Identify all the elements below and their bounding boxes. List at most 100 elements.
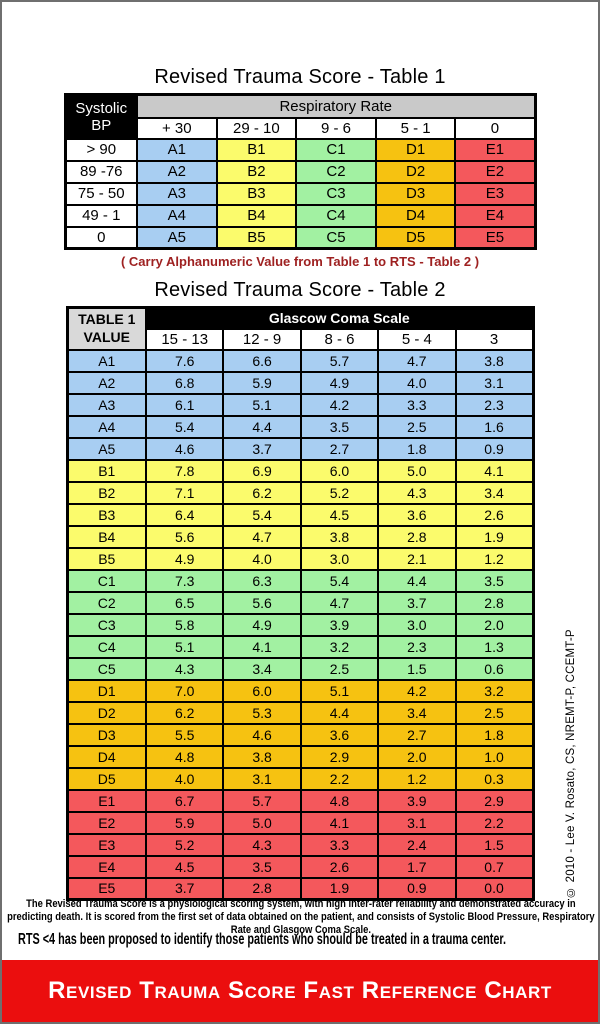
table2-cell: 3.3 bbox=[377, 392, 457, 417]
table2-row-label: E3 bbox=[66, 832, 147, 857]
table2-row: A4 5.4 4.4 3.5 2.5 1.6 bbox=[66, 414, 535, 439]
table2-cell: 4.3 bbox=[377, 480, 457, 505]
table2-row: D1 7.0 6.0 5.1 4.2 3.2 bbox=[66, 678, 535, 703]
table2-cell: 2.2 bbox=[454, 810, 535, 835]
table2-col-header: 8 - 6 bbox=[299, 327, 380, 351]
table2-cell: 2.7 bbox=[299, 436, 380, 461]
table2-row-header-title: TABLE 1 VALUE bbox=[66, 306, 147, 351]
table2-cell: 6.2 bbox=[222, 480, 302, 505]
table2-row-label: C1 bbox=[66, 568, 147, 593]
table2-cell: 5.9 bbox=[222, 370, 302, 395]
table2-cell: 5.8 bbox=[144, 612, 225, 637]
table2-row-label: C4 bbox=[66, 634, 147, 659]
table2-cell: 5.1 bbox=[222, 392, 302, 417]
table2-row-label: B2 bbox=[66, 480, 147, 505]
table2-cell: 4.5 bbox=[299, 502, 380, 527]
table2-row: D4 4.8 3.8 2.9 2.0 1.0 bbox=[66, 744, 535, 769]
table2-cell: 1.9 bbox=[299, 876, 380, 901]
table2-cell: 3.2 bbox=[299, 634, 380, 659]
table1-cell: C3 bbox=[295, 181, 377, 206]
table2-row-label: A4 bbox=[66, 414, 147, 439]
table1-header-row-1: Systolic BP Respiratory Rate bbox=[64, 93, 536, 140]
table2-row: E2 5.9 5.0 4.1 3.1 2.2 bbox=[66, 810, 535, 835]
table2-cell: 4.6 bbox=[144, 436, 225, 461]
copyright-text: © 2010 - Lee V. Rosato, CS, NREMT-P, CCE… bbox=[565, 629, 577, 898]
table2-cell: 1.2 bbox=[454, 546, 535, 571]
table1-col-header: + 30 bbox=[136, 116, 218, 140]
table2-cell: 2.4 bbox=[377, 832, 457, 857]
table1-header-row-2: + 30 29 - 10 9 - 6 5 - 1 0 bbox=[65, 116, 536, 140]
table2-row-label: A5 bbox=[66, 436, 147, 461]
banner: Revised Trauma Score Fast Reference Char… bbox=[2, 960, 598, 1022]
table2-cell: 4.0 bbox=[144, 766, 225, 791]
table2-row-label: B5 bbox=[66, 546, 147, 571]
table2-cell: 5.4 bbox=[299, 568, 380, 593]
table2-row-label: D4 bbox=[66, 744, 147, 769]
table2-cell: 3.5 bbox=[454, 568, 535, 593]
table1-cell: A2 bbox=[136, 159, 218, 184]
table2-cell: 0.9 bbox=[454, 436, 535, 461]
table2-row-label: B4 bbox=[66, 524, 147, 549]
table2: TABLE 1 VALUE Glascow Coma Scale 15 - 13… bbox=[65, 306, 535, 901]
table2-row-label: E1 bbox=[66, 788, 147, 813]
table2-row: A1 7.6 6.6 5.7 4.7 3.8 bbox=[66, 348, 535, 373]
table2-cell: 3.1 bbox=[377, 810, 457, 835]
table2-cell: 2.1 bbox=[377, 546, 457, 571]
table2-cell: 5.2 bbox=[299, 480, 380, 505]
table2-cell: 5.6 bbox=[222, 590, 302, 615]
table2-cell: 1.3 bbox=[454, 634, 535, 659]
table2-row: B2 7.1 6.2 5.2 4.3 3.4 bbox=[66, 480, 535, 505]
table2-cell: 4.9 bbox=[299, 370, 380, 395]
table2-cell: 3.6 bbox=[377, 502, 457, 527]
table2-cell: 3.7 bbox=[377, 590, 457, 615]
table1-cell: B1 bbox=[215, 137, 298, 162]
table2-row: E1 6.7 5.7 4.8 3.9 2.9 bbox=[66, 788, 535, 813]
table2-row: D5 4.0 3.1 2.2 1.2 0.3 bbox=[66, 766, 535, 791]
banner-text: Revised Trauma Score Fast Reference Char… bbox=[48, 977, 552, 1004]
table1-caption: ( Carry Alphanumeric Value from Table 1 … bbox=[120, 254, 480, 269]
table2-cell: 4.7 bbox=[377, 348, 457, 373]
table2-cell: 7.6 bbox=[144, 348, 225, 373]
table2-cell: 5.7 bbox=[222, 788, 302, 813]
table2-cell: 6.4 bbox=[144, 502, 225, 527]
table2-row-label: B3 bbox=[66, 502, 147, 527]
table2-cell: 3.1 bbox=[222, 766, 302, 791]
table2-cell: 0.0 bbox=[454, 876, 535, 901]
table2-cell: 1.7 bbox=[377, 854, 457, 879]
table2-cell: 4.7 bbox=[222, 524, 302, 549]
table2-row: D3 5.5 4.6 3.6 2.7 1.8 bbox=[66, 722, 535, 747]
table2-row-label: D1 bbox=[66, 678, 147, 703]
table2-cell: 1.5 bbox=[454, 832, 535, 857]
table1-row: > 90 A1 B1 C1 D1 E1 bbox=[64, 137, 536, 162]
table2-cell: 7.1 bbox=[144, 480, 225, 505]
footer-note: RTS <4 has been proposed to identify tho… bbox=[18, 931, 598, 949]
table2-cell: 2.6 bbox=[299, 854, 380, 879]
table2-header-row-1: TABLE 1 VALUE Glascow Coma Scale bbox=[66, 306, 534, 351]
table2-cell: 6.6 bbox=[222, 348, 302, 373]
table2-cell: 4.3 bbox=[144, 656, 225, 681]
table1-col-header: 29 - 10 bbox=[215, 116, 298, 140]
table2-cell: 2.3 bbox=[377, 634, 457, 659]
table2-cell: 2.8 bbox=[454, 590, 535, 615]
table2-header: TABLE 1 VALUE Glascow Coma Scale 15 - 13… bbox=[66, 306, 535, 351]
table1-row-label: 75 - 50 bbox=[64, 181, 138, 206]
table2-cell: 6.7 bbox=[144, 788, 225, 813]
table2-cell: 0.3 bbox=[454, 766, 535, 791]
table2-cell: 4.2 bbox=[377, 678, 457, 703]
table2-cell: 1.6 bbox=[454, 414, 535, 439]
table1-cell: D2 bbox=[374, 159, 457, 184]
table2-cell: 4.4 bbox=[222, 414, 302, 439]
table2-cell: 5.4 bbox=[144, 414, 225, 439]
table1-col-header: 9 - 6 bbox=[295, 116, 377, 140]
table2-cell: 5.1 bbox=[299, 678, 380, 703]
table2-cell: 5.7 bbox=[299, 348, 380, 373]
table1-cell: C1 bbox=[295, 137, 377, 162]
table2-cell: 6.3 bbox=[222, 568, 302, 593]
table2-header-row-2: 15 - 13 12 - 9 8 - 6 5 - 4 3 bbox=[67, 327, 535, 351]
table2-cell: 3.5 bbox=[222, 854, 302, 879]
table2-col-header: 3 bbox=[454, 327, 535, 351]
table2-cell: 0.9 bbox=[377, 876, 457, 901]
table2-cell: 5.3 bbox=[222, 700, 302, 725]
table2-title: Revised Trauma Score - Table 2 bbox=[154, 279, 446, 301]
